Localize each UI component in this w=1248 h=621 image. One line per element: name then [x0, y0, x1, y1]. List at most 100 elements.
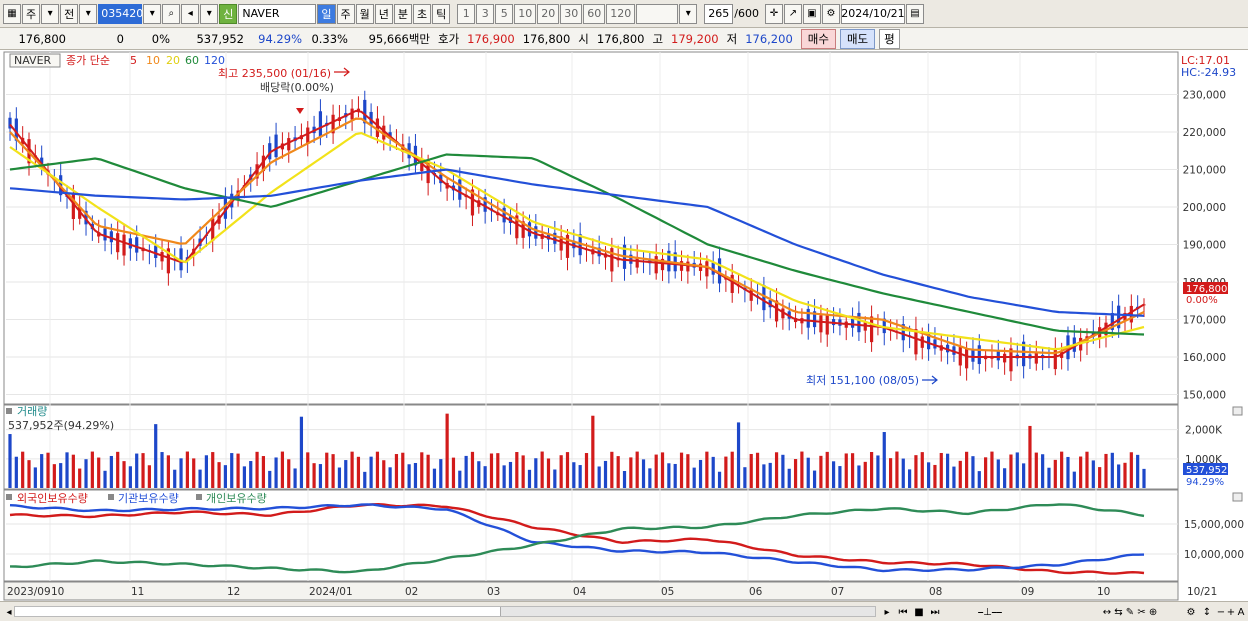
volume-bar: [439, 459, 443, 488]
period-tab-week[interactable]: 주: [336, 3, 355, 24]
scroll-track[interactable]: [14, 606, 876, 617]
volume-bar: [857, 465, 861, 488]
candle-body: [578, 234, 582, 256]
scroll-right-icon[interactable]: ▸: [884, 606, 890, 618]
candle-body: [901, 324, 905, 341]
chart-config-icon[interactable]: ▦: [3, 3, 21, 24]
x-tick-label: 10: [1097, 586, 1110, 598]
volume-bar: [1060, 451, 1064, 488]
holdings-legend-icon: [108, 494, 114, 500]
candle-body: [109, 231, 113, 243]
period-tab-month[interactable]: 월: [355, 3, 374, 24]
interval-20[interactable]: 20: [537, 3, 560, 24]
volume-bar: [635, 451, 639, 488]
volume-bar: [648, 468, 652, 488]
chevron-down-icon[interactable]: ▾: [679, 3, 698, 24]
x-tick-label: 04: [573, 586, 587, 598]
date-input[interactable]: 2024/10/21: [840, 3, 905, 24]
draw-tool-icon[interactable]: ↗: [783, 3, 802, 24]
interval-5[interactable]: 5: [495, 3, 514, 24]
volume-bar: [1136, 454, 1140, 488]
interval-1[interactable]: 1: [457, 3, 476, 24]
candle-body: [84, 210, 88, 225]
save-icon[interactable]: ▣: [802, 3, 821, 24]
scroll-last-icon[interactable]: ⏭: [930, 606, 940, 618]
interval-3[interactable]: 3: [476, 3, 495, 24]
candle-body: [806, 308, 810, 328]
volume-bars: [8, 413, 1146, 488]
volume-bar: [344, 460, 348, 488]
chevron-down-icon[interactable]: ▾: [200, 3, 219, 24]
candle-body: [350, 108, 354, 120]
calendar-icon[interactable]: ▤: [905, 3, 924, 24]
stock-code-input[interactable]: 035420: [98, 3, 143, 24]
volume-bar: [869, 451, 874, 488]
volume-bar: [211, 452, 215, 488]
interval-custom-input[interactable]: [636, 3, 679, 24]
chevron-down-icon[interactable]: ▾: [41, 3, 60, 24]
period-tab-day[interactable]: 일: [317, 3, 336, 24]
chevron-down-icon[interactable]: ▾: [79, 3, 98, 24]
stock-name-field[interactable]: NAVER: [238, 3, 317, 24]
volume-panel-title: 거래량: [17, 405, 47, 418]
volume-bar: [755, 452, 760, 488]
volume-bar: [546, 458, 551, 488]
buy-button[interactable]: 매수: [800, 28, 836, 49]
volume-bar: [97, 457, 101, 488]
sell-button[interactable]: 매도: [839, 28, 876, 49]
scroll-left-icon[interactable]: ◂: [6, 606, 12, 618]
candle-body: [458, 179, 462, 200]
volume-bar: [965, 451, 969, 488]
speaker-icon[interactable]: ◂: [181, 3, 200, 24]
chart-area[interactable]: 230,000220,000210,000200,000190,000180,0…: [0, 50, 1248, 601]
volume-bar: [939, 452, 943, 488]
interval-60[interactable]: 60: [583, 3, 606, 24]
search-icon[interactable]: ⌕: [162, 3, 181, 24]
holdings-close-icon[interactable]: [1232, 492, 1243, 502]
chevron-down-icon[interactable]: ▾: [143, 3, 162, 24]
volume-bar: [109, 455, 113, 488]
candle-body: [850, 318, 855, 328]
candle-body: [179, 248, 183, 271]
candle-body: [331, 114, 335, 134]
volume-bar: [312, 463, 316, 488]
count-input[interactable]: 265: [704, 3, 734, 24]
candle-body: [483, 197, 487, 212]
period-tab-minute[interactable]: 분: [393, 3, 412, 24]
scroll-first-icon[interactable]: ⏮: [898, 606, 908, 618]
new-badge[interactable]: 신: [219, 3, 238, 24]
period-tab-year[interactable]: 년: [374, 3, 393, 24]
eval-button[interactable]: 평: [879, 28, 900, 49]
interval-30[interactable]: 30: [560, 3, 583, 24]
gear-icon[interactable]: ⚙: [821, 3, 840, 24]
candle-body: [515, 215, 519, 239]
zoom-out-icon[interactable]: −: [1216, 606, 1226, 618]
volume-bar: [382, 460, 386, 488]
volume-bar: [591, 415, 595, 488]
period-tab-second[interactable]: 초: [413, 3, 432, 24]
zoom-slider[interactable]: ⎯⊥⎯⎯: [978, 606, 1002, 618]
volume-close-icon[interactable]: [1232, 406, 1243, 416]
chart-scrollbar[interactable]: ◂ ▸ ⏮ ■ ⏭ ⎯⊥⎯⎯ ↔ ⇆ ✎ ✂ ⊕ ⚙ ↕ − + A: [0, 601, 1248, 621]
volume-bar: [1098, 467, 1102, 488]
candle-body: [749, 288, 753, 301]
chart-settings-icon[interactable]: ⚙: [1186, 606, 1196, 618]
volume-bar: [363, 471, 367, 488]
crosshair-icon[interactable]: ✛: [764, 3, 783, 24]
font-size-icon[interactable]: A: [1237, 606, 1245, 618]
period-main-select[interactable]: 주: [22, 3, 41, 24]
interval-10[interactable]: 10: [514, 3, 537, 24]
stop-icon[interactable]: ■: [914, 606, 924, 618]
prev-button[interactable]: 전: [60, 3, 79, 24]
zoom-in-icon[interactable]: +: [1226, 606, 1236, 618]
scroll-thumb[interactable]: [500, 607, 875, 616]
zoom-reset-icon[interactable]: ↕: [1202, 606, 1212, 618]
interval-120[interactable]: 120: [606, 3, 636, 24]
volume-bar: [863, 461, 867, 488]
tool-icons[interactable]: ↔ ⇆ ✎ ✂ ⊕: [1102, 606, 1158, 618]
volume-bar: [654, 454, 658, 488]
volume-current: 537,952주(94.29%): [8, 419, 114, 432]
candle-body: [812, 311, 817, 328]
volume-bar: [933, 464, 937, 488]
period-tab-tick[interactable]: 틱: [432, 3, 451, 24]
